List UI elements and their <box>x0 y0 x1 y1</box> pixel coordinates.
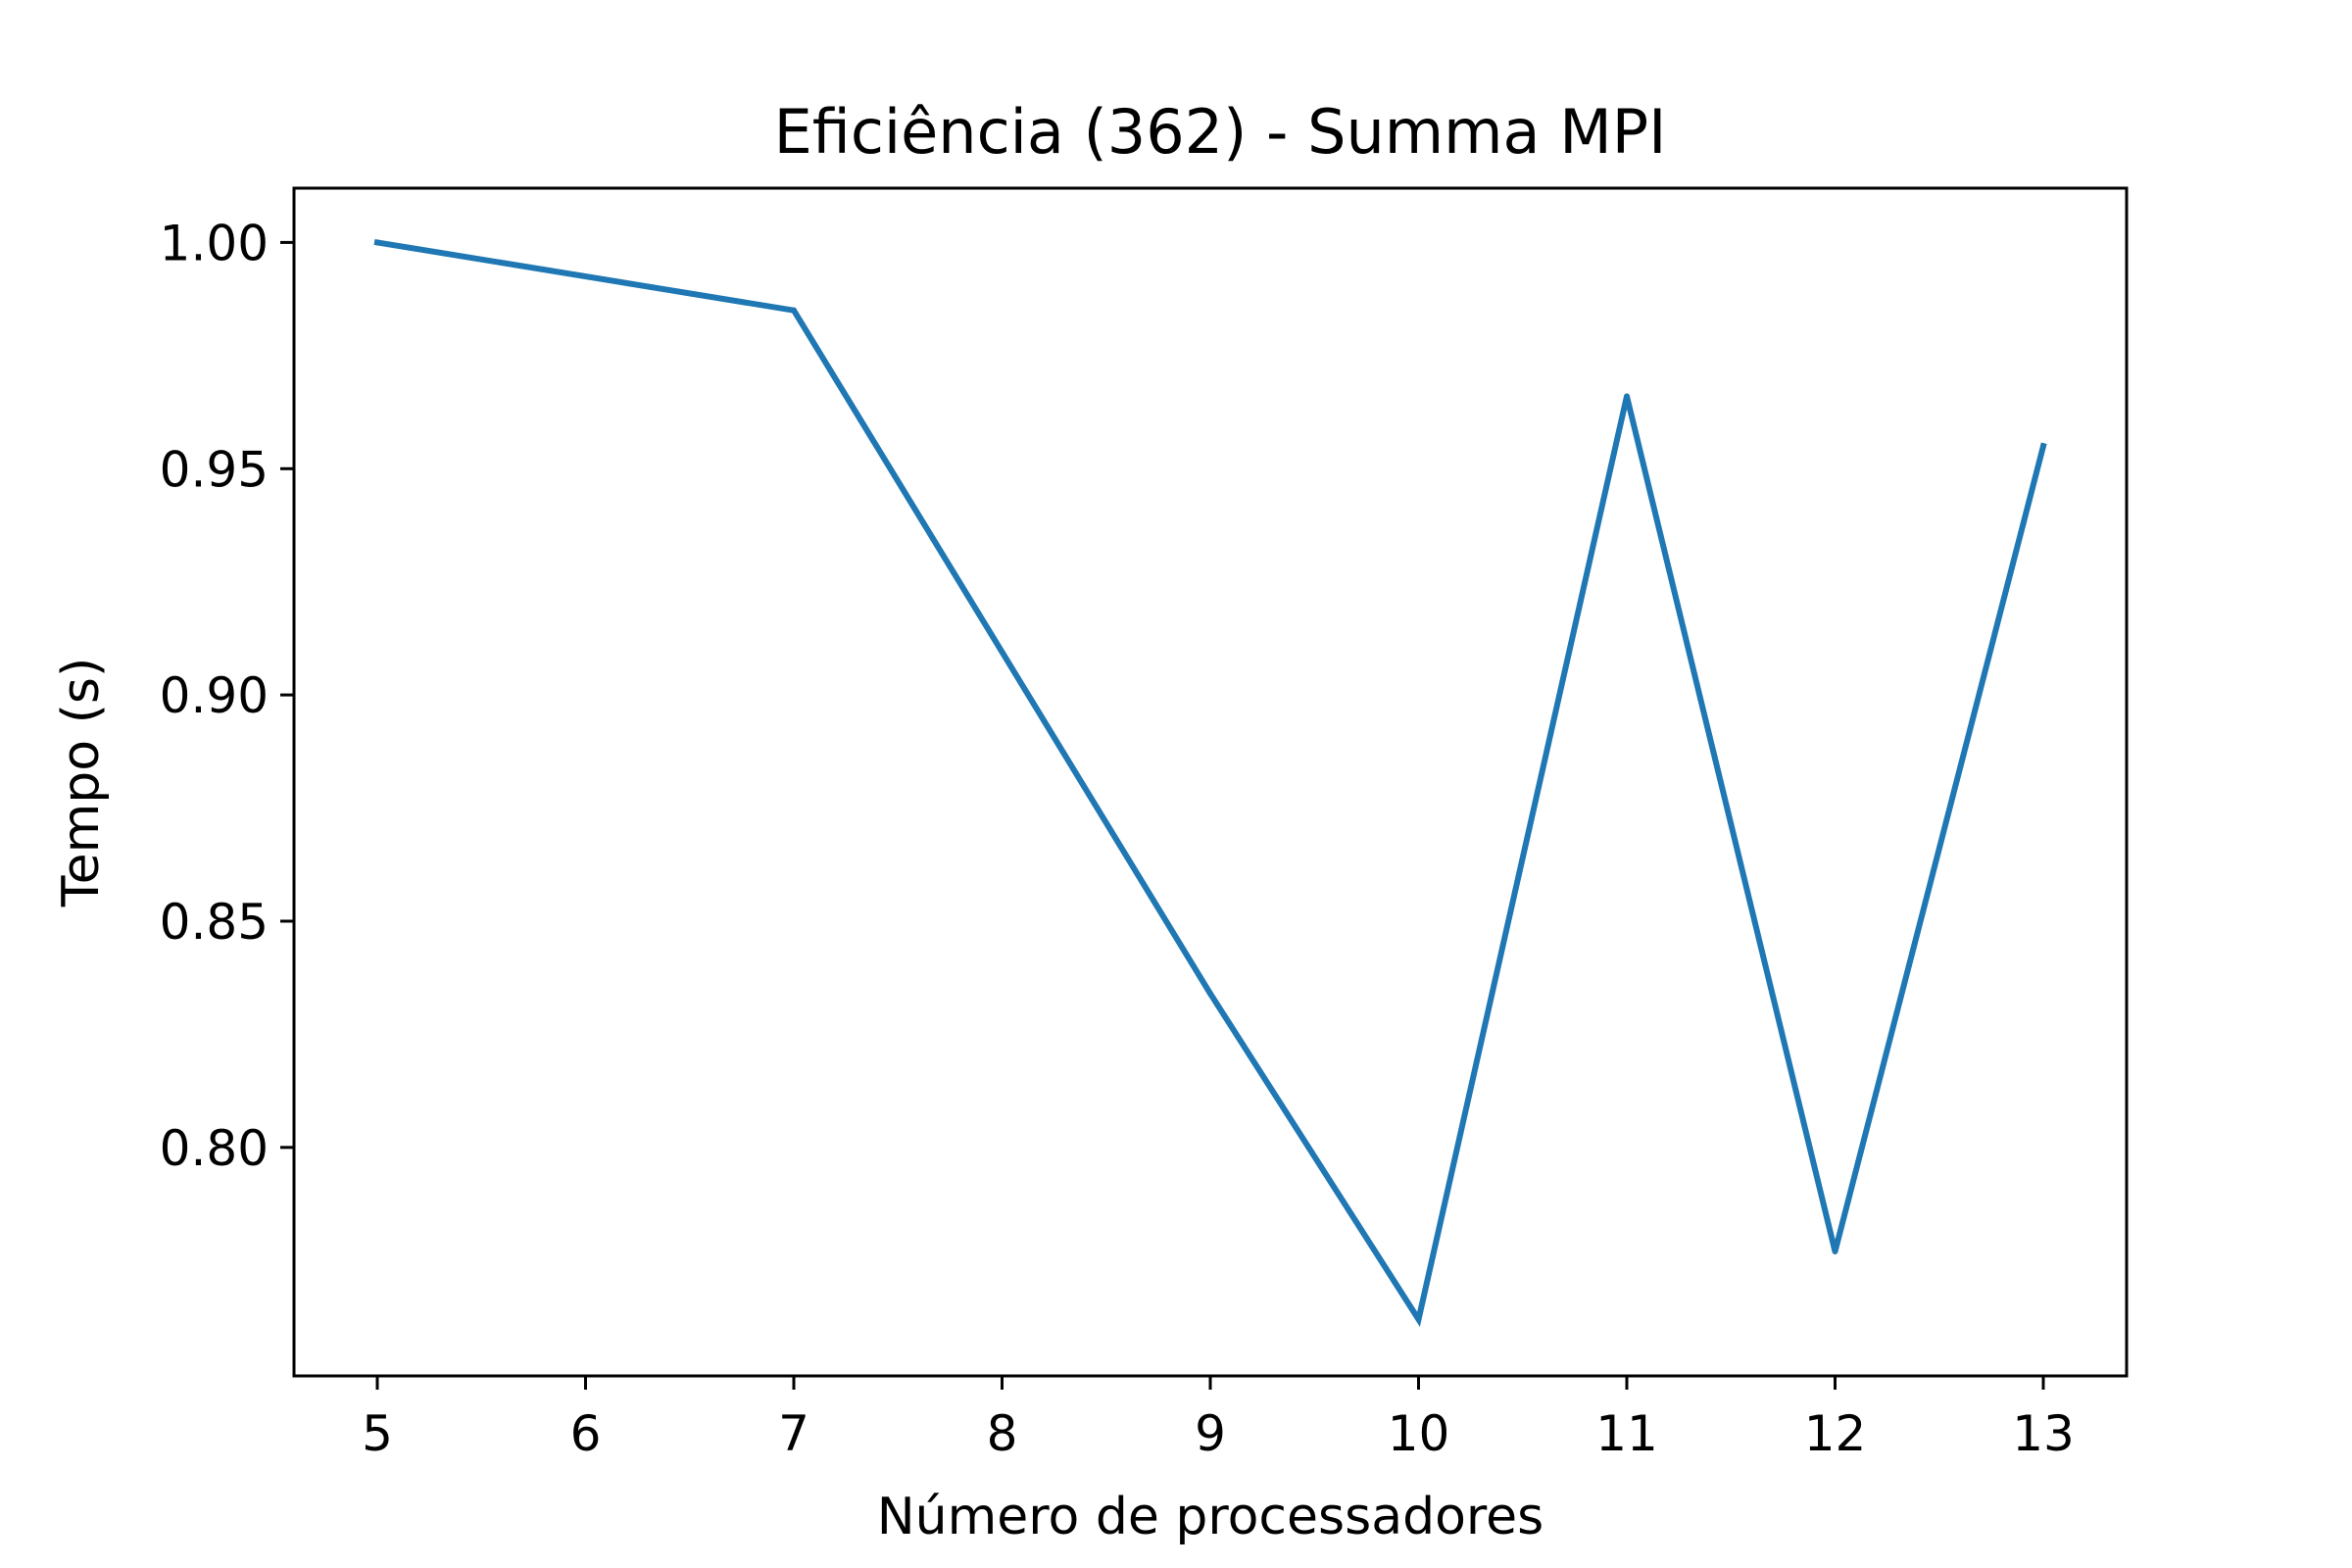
data-point <box>1207 990 1213 997</box>
x-axis-label: Número de processadores <box>877 1488 1544 1546</box>
y-tick-label: 0.90 <box>160 667 269 724</box>
x-tick-label: 10 <box>1388 1405 1450 1462</box>
x-tick-label: 6 <box>570 1405 602 1462</box>
y-tick-label: 0.80 <box>160 1120 269 1177</box>
data-point <box>1832 1249 1838 1255</box>
x-axis-ticks: 5 6 7 8 9 10 11 12 13 <box>362 1376 2075 1462</box>
series-layer <box>373 238 2047 1327</box>
x-tick-label: 5 <box>362 1405 393 1462</box>
x-tick-label: 11 <box>1595 1405 1658 1462</box>
data-point <box>791 307 797 314</box>
data-point <box>374 239 380 246</box>
x-tick-label: 12 <box>1804 1405 1867 1462</box>
x-tick-label: 8 <box>987 1405 1018 1462</box>
x-tick-label: 13 <box>2012 1405 2075 1462</box>
data-point <box>1624 393 1630 400</box>
y-axis-label: Tempo (s) <box>52 658 111 908</box>
chart-title: Eficiência (362) - Summa MPI <box>774 96 1667 168</box>
y-tick-label: 1.00 <box>160 215 269 271</box>
y-axis-ticks: 0.80 0.85 0.90 0.95 1.00 <box>160 215 294 1177</box>
data-point <box>1415 1316 1422 1323</box>
data-point <box>2040 443 2046 450</box>
x-tick-label: 9 <box>1195 1405 1226 1462</box>
y-tick-label: 0.85 <box>160 894 269 951</box>
x-tick-label: 7 <box>778 1405 809 1462</box>
y-tick-label: 0.95 <box>160 441 269 498</box>
